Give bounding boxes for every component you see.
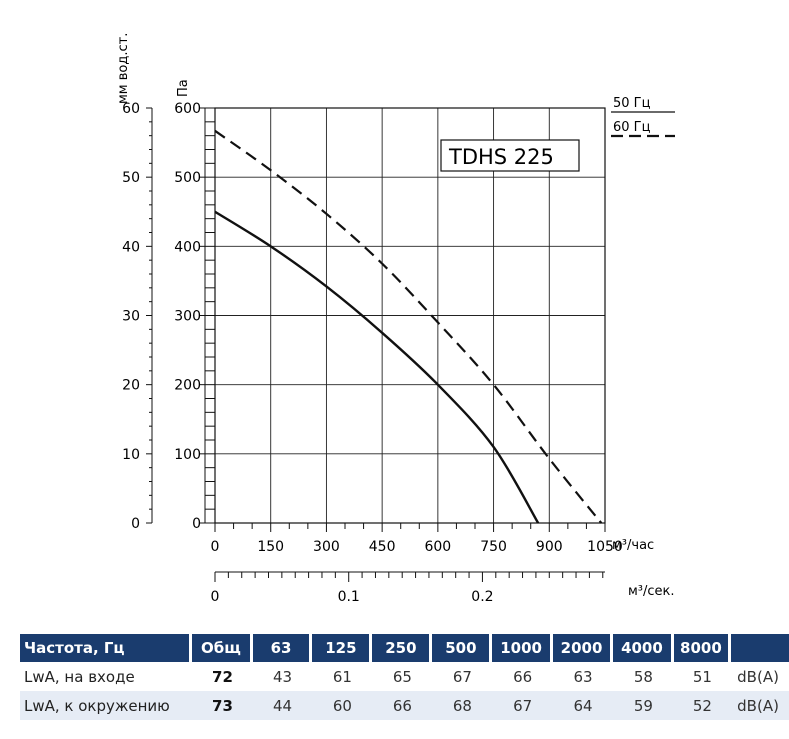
x-tick-label: 450	[369, 539, 396, 555]
m3s-axis: 0 0.1 0.2	[211, 571, 605, 605]
header-frequency: Частота, Гц	[20, 634, 193, 662]
band-value: 67	[492, 691, 553, 720]
band-value: 44	[252, 691, 313, 720]
band-value: 43	[252, 662, 313, 691]
band-value: 52	[673, 691, 732, 720]
pa-tick-label: 300	[174, 309, 201, 325]
band-value: 68	[432, 691, 493, 720]
pa-tick-label: 600	[174, 101, 201, 117]
x-tick-label: 150	[257, 539, 284, 555]
header-band: Общ	[192, 634, 253, 662]
legend-60hz-label: 60 Гц	[613, 120, 651, 135]
legend-50hz-label: 50 Гц	[613, 96, 651, 111]
mmwc-tick-label: 10	[122, 447, 140, 463]
model-name-box	[440, 139, 580, 172]
pa-tick-label: 100	[174, 447, 201, 463]
sound-table-header: Частота, Гц Общ 63 125 250 500 1000 2000 4000 800…	[20, 634, 789, 662]
band-value: 58	[613, 662, 674, 691]
curve-60hz	[214, 129, 603, 524]
pa-tick-label: 400	[174, 239, 201, 255]
x-tick-label: 0	[211, 539, 220, 555]
band-value: 65	[372, 662, 433, 691]
x2-axis-label: м³/сек.	[628, 584, 675, 599]
x-tick-label: 750	[480, 539, 507, 555]
band-value: 63	[552, 662, 614, 691]
pa-axis-label: Па	[176, 79, 191, 97]
x-tick-label: 300	[313, 539, 340, 555]
x-tick-label: 600	[424, 539, 451, 555]
pa-axis: 0 100 200 300 400 500 600	[174, 101, 215, 532]
header-band: 500	[432, 634, 493, 662]
band-value: 67	[432, 662, 493, 691]
x-tick-label: 1050	[587, 539, 623, 555]
x2-tick-label: 0	[211, 589, 220, 605]
header-band: 1000	[492, 634, 553, 662]
mmwc-tick-label: 20	[122, 378, 140, 394]
curve-50hz	[214, 210, 540, 524]
band-value: 60	[312, 691, 373, 720]
header-filler	[731, 634, 789, 662]
x-axis-label: м³/час	[612, 538, 654, 553]
mmwc-tick-label: 30	[122, 309, 140, 325]
fan-curve-chart: 0 10 20 30 40 50 60 0 100 200 300 400 500 600 0 150 30…	[116, 33, 675, 605]
x2-tick-label: 0.1	[338, 589, 360, 605]
row-label: LwA, на входе	[20, 662, 193, 691]
band-value: 66	[492, 662, 553, 691]
unit-label: dB(A)	[731, 691, 789, 720]
curves	[214, 129, 603, 524]
total-value: 72	[192, 662, 253, 691]
total-value: 73	[192, 691, 253, 720]
band-value: 59	[613, 691, 674, 720]
header-band: 125	[312, 634, 373, 662]
header-band: 8000	[673, 634, 732, 662]
header-band: 250	[372, 634, 433, 662]
header-band: 2000	[552, 634, 614, 662]
mmwc-tick-label: 40	[122, 239, 140, 255]
x2-tick-label: 0.2	[471, 589, 493, 605]
m3h-axis: 0 150 300 450 600 750 900 1050	[211, 523, 623, 555]
band-value: 66	[372, 691, 433, 720]
sound-level-table: Частота, Гц Общ 63 125 250 500 1000 2000 4000 800…	[20, 634, 789, 720]
model-name: TDHS 225	[448, 145, 554, 169]
mmwc-tick-label: 60	[122, 101, 140, 117]
band-value: 51	[673, 662, 732, 691]
table-row: LwA, к окружению 73 44 60 66 68 67 64 59 52 dB(A)	[20, 691, 789, 720]
mmwc-tick-label: 0	[131, 516, 140, 532]
pa-tick-label: 0	[192, 516, 201, 532]
pa-tick-label: 200	[174, 378, 201, 394]
pa-tick-label: 500	[174, 170, 201, 186]
x-tick-label: 900	[536, 539, 563, 555]
row-label: LwA, к окружению	[20, 691, 193, 720]
header-band: 63	[252, 634, 313, 662]
mmwc-axis: 0 10 20 30 40 50 60	[122, 101, 153, 532]
table-row: LwA, на входе 72 43 61 65 67 66 63 58 51 dB(A)	[20, 662, 789, 691]
unit-label: dB(A)	[731, 662, 789, 691]
band-value: 64	[552, 691, 614, 720]
band-value: 61	[312, 662, 373, 691]
header-band: 4000	[613, 634, 674, 662]
mmwc-tick-label: 50	[122, 170, 140, 186]
mmwc-axis-label: мм вод.ст.	[116, 33, 131, 104]
